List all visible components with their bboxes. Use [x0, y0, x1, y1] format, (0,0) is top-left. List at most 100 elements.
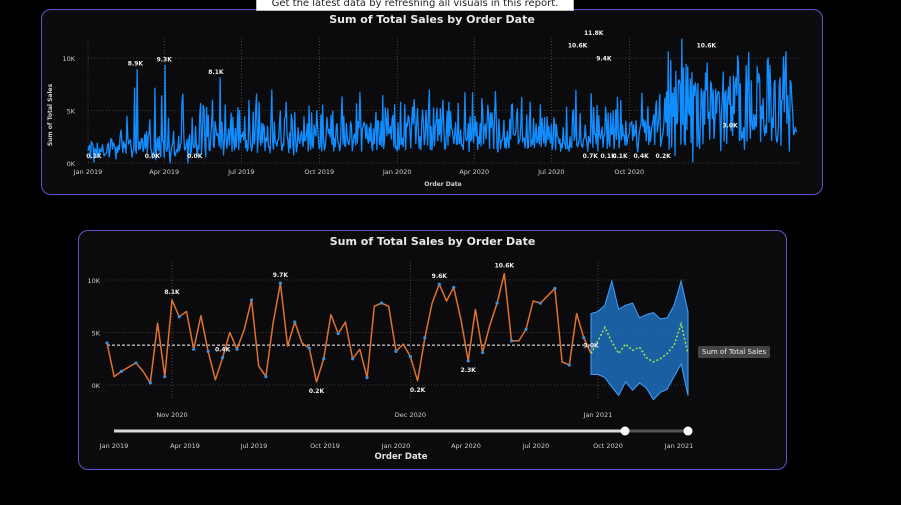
chart1-x-tick-label: Jul 2019: [227, 168, 254, 176]
chart2-data-label: 0.4K: [215, 347, 231, 354]
chart2-x-tick-label: Nov 2020: [156, 411, 187, 419]
chart2-data-point: [220, 356, 225, 360]
chart1-y-tick-label: 10K: [62, 55, 75, 63]
chart1-x-axis-title: Order Date: [424, 181, 461, 188]
chart2-data-point: [582, 336, 586, 340]
chart2-data-point: [495, 301, 499, 305]
series-legend: Sum of Total Sales: [698, 346, 771, 358]
chart2-data-point: [322, 357, 326, 361]
chart2-data-point: [538, 301, 543, 305]
chart1-x-tick-label: Apr 2020: [459, 168, 489, 176]
chart1-data-label: 11.8K: [584, 30, 604, 37]
chart1-data-label: 9.3K: [157, 56, 173, 63]
chart2-data-point: [148, 381, 152, 385]
chart1-y-axis-title: Sum of Total Sales: [47, 83, 54, 146]
chart2-data-point: [278, 281, 282, 285]
chart2-data-point: [293, 320, 297, 324]
slider-tick-label: Jan 2019: [99, 442, 129, 450]
chart1-x-tick-label: Oct 2020: [614, 168, 644, 176]
chart1-data-label: 10.6K: [697, 43, 717, 50]
chart1-data-label: 9.4K: [596, 55, 612, 62]
chart1-x-tick-label: Jan 2020: [382, 168, 412, 176]
chart2-data-point: [105, 341, 109, 345]
chart2-data-point: [134, 361, 138, 365]
slider-start-handle[interactable]: [620, 426, 630, 436]
chart2-data-point: [524, 327, 528, 331]
chart2-data-point: [408, 355, 413, 359]
chart1-data-label: 0.1K: [86, 153, 102, 160]
chart1-data-label: 10.6K: [568, 43, 588, 50]
chart2-data-label: 9.6K: [432, 273, 448, 280]
chart2-data-label: 10.6K: [495, 263, 515, 270]
chart2-data-point: [249, 298, 254, 302]
chart2-data-point: [336, 331, 340, 336]
chart1-data-label: 0.7K: [583, 153, 599, 160]
chart2-data-point: [365, 376, 369, 380]
chart2-data-point: [351, 357, 355, 361]
chart1-data-label: 0.1K: [612, 153, 628, 160]
chart2-data-point: [307, 346, 311, 350]
chart2-data-point: [567, 363, 571, 367]
chart2-x-axis-title: Order Date: [374, 452, 427, 462]
chart2-data-point: [119, 369, 124, 373]
chart2-x-tick-label: Dec 2020: [395, 411, 426, 419]
chart1-y-tick-label: 5K: [67, 108, 76, 116]
chart1-data-label: 8.9K: [128, 61, 144, 68]
chart2-y-tick-label: 10K: [87, 277, 100, 285]
chart2-data-point: [264, 375, 268, 379]
chart2-x-tick-label: Jan 2021: [583, 411, 613, 419]
chart1-data-label: 0.1K: [600, 153, 616, 160]
slider-tick-label: Jul 2019: [240, 442, 267, 450]
slider-tick-label: Jul 2020: [522, 442, 549, 450]
chart2-sales-line: [106, 272, 592, 384]
chart2-data-label: 9.7K: [273, 272, 289, 279]
chart2-data-point: [379, 301, 384, 305]
chart1-data-label: 3.0K: [722, 123, 738, 130]
slider-tick-label: Oct 2020: [593, 442, 623, 450]
chart2-data-point: [437, 282, 441, 286]
chart2-title: Sum of Total Sales by Order Date: [329, 235, 536, 248]
slider-end-handle[interactable]: [683, 426, 693, 436]
chart1-x-tick-label: Oct 2019: [304, 168, 334, 176]
chart1-data-label: 0.0K: [145, 153, 161, 160]
chart2-data-label: 2.3K: [461, 367, 477, 374]
chart1-sales-line: [87, 38, 798, 164]
chart2-data-point: [235, 347, 239, 351]
chart2-data-point: [466, 359, 470, 363]
chart2-data-point: [163, 375, 167, 379]
chart1-data-label: 0.0K: [187, 153, 203, 160]
slider-tick-label: Jan 2021: [664, 442, 694, 450]
forecast-confidence-band: [590, 279, 689, 401]
chart2-data-point: [394, 349, 398, 353]
chart2-data-point: [192, 347, 196, 351]
chart2-data-label: 8.1K: [164, 289, 180, 296]
chart2-data-label: 0.2K: [410, 387, 426, 394]
chart2-data-point: [423, 336, 427, 340]
chart1-title: Sum of Total Sales by Order Date: [329, 13, 535, 26]
slider-tick-label: Oct 2019: [310, 442, 340, 450]
chart1-x-tick-label: Jul 2020: [537, 168, 564, 176]
chart2-data-point: [481, 350, 485, 355]
chart2-y-tick-label: 5K: [92, 330, 101, 338]
chart1-x-tick-label: Jan 2019: [73, 168, 103, 176]
slider-tick-label: Apr 2019: [170, 442, 200, 450]
chart2-data-point: [177, 315, 181, 319]
chart2-y-tick-label: 0K: [92, 382, 101, 390]
chart2-data-point: [206, 349, 210, 353]
chart1-data-label: 0.2K: [656, 153, 672, 160]
forecast-mean-line: [590, 321, 689, 363]
chart2-data-label: 3.0K: [583, 343, 599, 350]
chart2-data-point: [509, 339, 514, 343]
chart1-x-tick-label: Apr 2019: [149, 168, 179, 176]
refresh-tooltip: Get the latest data by refreshing all vi…: [256, 0, 574, 11]
slider-tick-label: Apr 2020: [451, 442, 481, 450]
slider-tick-label: Jan 2020: [381, 442, 411, 450]
chart1-y-tick-label: 0K: [67, 160, 76, 168]
chart2-data-point: [452, 285, 456, 289]
chart1-data-label: 0.4K: [633, 153, 649, 160]
chart1-data-label: 8.1K: [208, 69, 224, 76]
chart2-data-point: [553, 286, 557, 290]
chart2-data-label: 0.2K: [309, 388, 325, 395]
